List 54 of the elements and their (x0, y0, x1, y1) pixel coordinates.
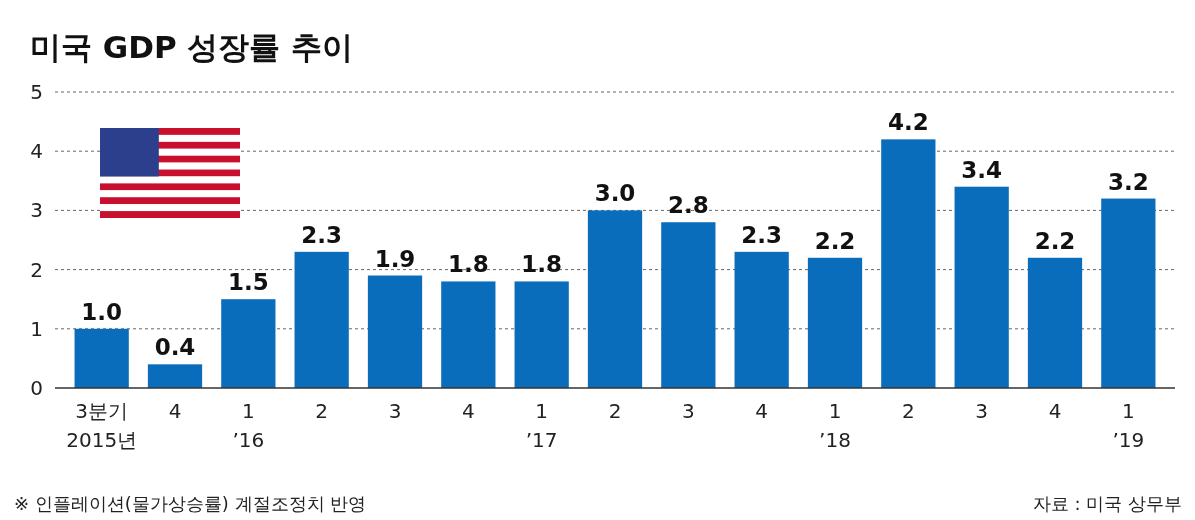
x-tick-label: 2 (901, 399, 915, 423)
bar (367, 275, 423, 388)
x-tick-label: 4 (461, 399, 475, 423)
x-tick-label: 4 (755, 399, 769, 423)
y-tick-label: 2 (30, 257, 43, 282)
x-tick-label: 4 (168, 399, 182, 423)
data-label: 1.8 (521, 251, 563, 278)
bar (807, 257, 863, 388)
text: 자료 : 미국 상무부 (1032, 493, 1182, 514)
data-label: 2.3 (741, 221, 783, 248)
data-label: 1.5 (227, 269, 269, 296)
x-tick-label: 3 (388, 399, 402, 423)
bar (1101, 198, 1156, 388)
x-tick-label: 2 (608, 399, 622, 423)
x-tick-label: 1 ’19 (1112, 399, 1145, 452)
y-tick-label: 3 (30, 198, 43, 223)
x-tick-label: 1 ’17 (525, 399, 558, 452)
x-tick-label: 3 (975, 399, 989, 423)
data-label: 3.0 (594, 180, 636, 207)
y-tick-label: 5 (30, 80, 43, 104)
data-label: 1.0 (81, 298, 123, 325)
data-label: 2.3 (301, 221, 343, 248)
x-tick-label: 1 ’16 (232, 399, 265, 452)
y-tick-label: 1 (30, 316, 43, 341)
bar (954, 186, 1009, 388)
y-tick-label: 0 (30, 376, 43, 400)
bar (1027, 257, 1083, 388)
x-tick-label: 3분기 2015년 (66, 399, 138, 452)
data-label: 3.4 (961, 156, 1003, 183)
bar (74, 328, 129, 388)
x-tick-label: 3 (681, 399, 695, 423)
bar (221, 299, 276, 388)
bar (147, 364, 203, 388)
x-tick-label: 1 ’18 (819, 399, 851, 452)
x-tick-label: 4 (1048, 399, 1062, 423)
bar (441, 281, 496, 388)
bar (734, 251, 789, 388)
data-label: 1.8 (447, 251, 489, 278)
data-label: 2.2 (1034, 227, 1076, 254)
data-label: 1.9 (374, 245, 416, 272)
bar (881, 139, 936, 388)
text: ※ 인플레이션(물가상승률) 계절조정치 반영 (14, 493, 367, 514)
bar (514, 281, 569, 388)
bar (294, 251, 349, 388)
data-label: 0.4 (154, 334, 196, 361)
data-label: 2.2 (814, 227, 856, 254)
data-label: 2.8 (667, 192, 709, 219)
data-label: 3.2 (1107, 168, 1149, 195)
bar (661, 222, 716, 388)
bar (587, 210, 643, 388)
data-label: 4.2 (887, 109, 929, 136)
y-tick-label: 4 (30, 139, 43, 164)
x-tick-label: 2 (315, 399, 329, 423)
chart-title: 미국 GDP 성장률 추이 (30, 29, 354, 65)
